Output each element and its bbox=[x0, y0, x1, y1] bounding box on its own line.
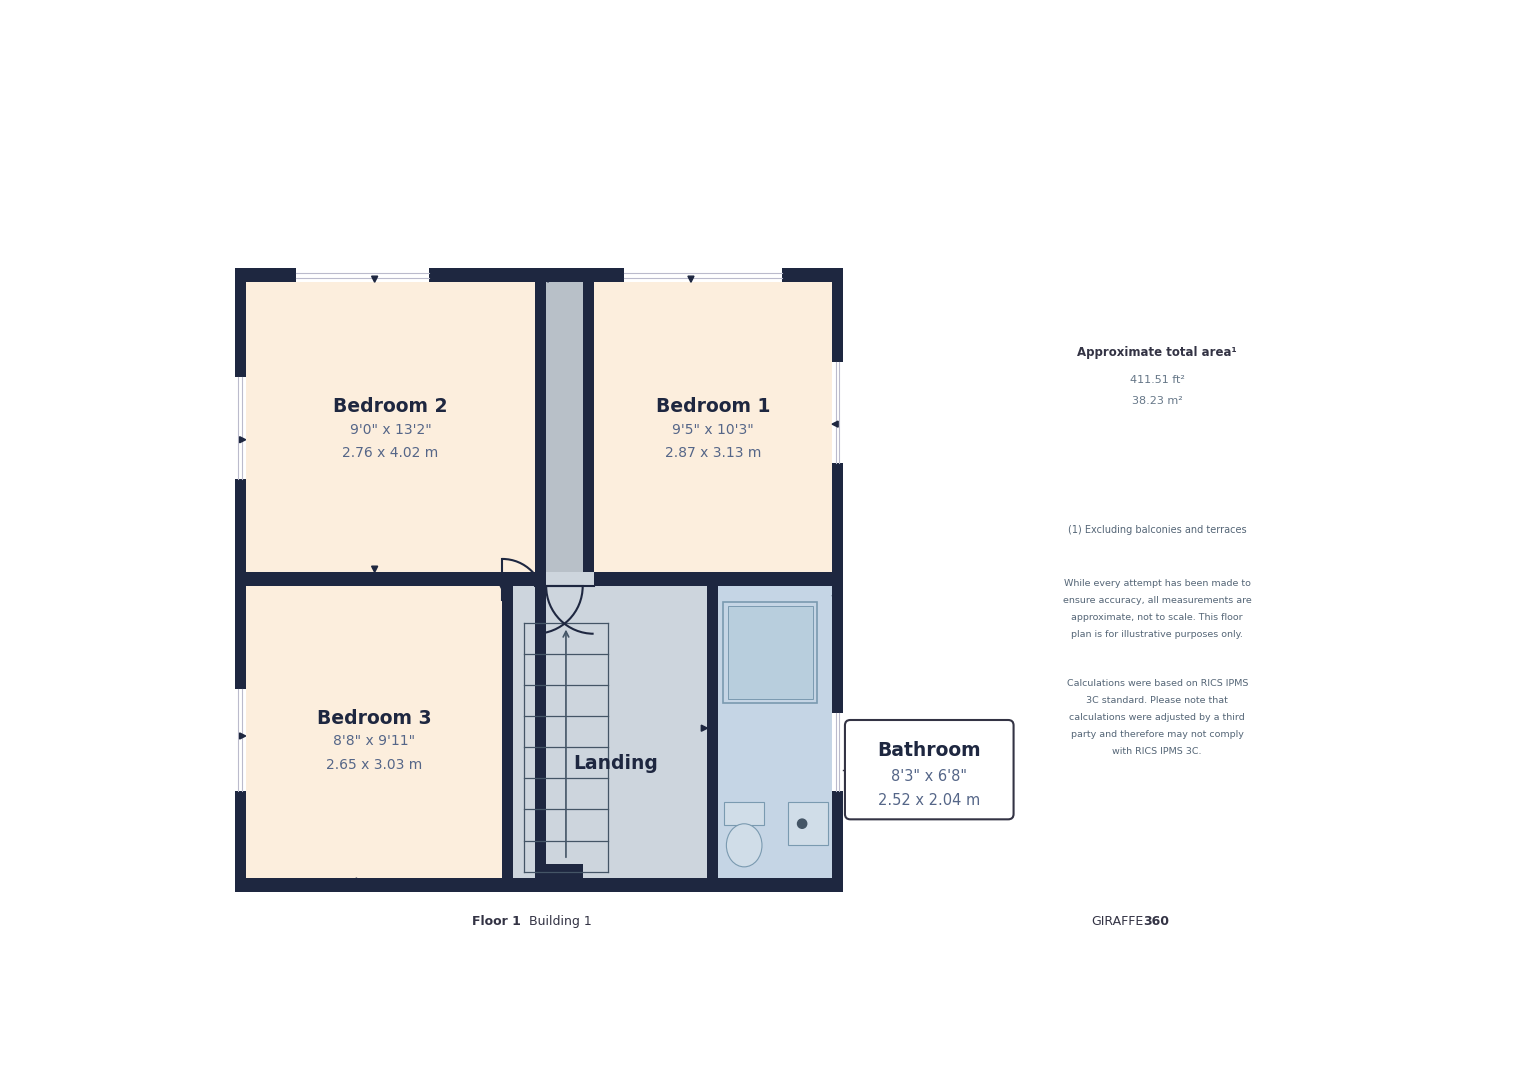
Text: (1) Excluding balconies and terraces: (1) Excluding balconies and terraces bbox=[1067, 525, 1246, 535]
Text: Bedroom 1: Bedroom 1 bbox=[655, 397, 770, 416]
Polygon shape bbox=[832, 421, 838, 428]
Bar bbox=[536, 282, 547, 572]
Bar bbox=[513, 572, 718, 878]
Bar bbox=[536, 572, 547, 878]
Bar bbox=[832, 713, 843, 791]
Text: 2.87 x 3.13 m: 2.87 x 3.13 m bbox=[664, 446, 760, 460]
Bar bbox=[625, 268, 782, 282]
FancyBboxPatch shape bbox=[844, 720, 1014, 820]
Polygon shape bbox=[371, 566, 377, 572]
Text: Approximate total area¹: Approximate total area¹ bbox=[1078, 347, 1237, 360]
Ellipse shape bbox=[727, 824, 762, 867]
Polygon shape bbox=[701, 725, 707, 731]
Text: 3C standard. Please note that: 3C standard. Please note that bbox=[1086, 697, 1228, 705]
Bar bbox=[594, 282, 832, 572]
Bar bbox=[235, 377, 246, 478]
Text: 2.52 x 2.04 m: 2.52 x 2.04 m bbox=[878, 793, 980, 808]
Text: Bathroom: Bathroom bbox=[878, 741, 980, 759]
Text: ensure accuracy, all measurements are: ensure accuracy, all measurements are bbox=[1063, 596, 1252, 605]
Circle shape bbox=[797, 819, 806, 828]
Bar bbox=[235, 689, 246, 791]
Polygon shape bbox=[832, 593, 838, 598]
Text: 9'0" x 13'2": 9'0" x 13'2" bbox=[350, 422, 431, 436]
Text: approximate, not to scale. This floor: approximate, not to scale. This floor bbox=[1072, 613, 1243, 622]
Bar bbox=[832, 362, 843, 463]
Text: with RICS IPMS 3C.: with RICS IPMS 3C. bbox=[1113, 747, 1202, 756]
Text: Bedroom 3: Bedroom 3 bbox=[316, 708, 431, 728]
Bar bbox=[594, 572, 832, 586]
Text: Calculations were based on RICS IPMS: Calculations were based on RICS IPMS bbox=[1066, 679, 1248, 689]
Text: Building 1: Building 1 bbox=[521, 915, 591, 928]
Bar bbox=[547, 864, 583, 878]
Text: 411.51 ft²: 411.51 ft² bbox=[1130, 375, 1185, 384]
Bar bbox=[246, 572, 547, 586]
Polygon shape bbox=[240, 593, 246, 598]
Bar bbox=[547, 282, 583, 572]
Text: 8'8" x 9'11": 8'8" x 9'11" bbox=[333, 734, 415, 748]
Text: 2.76 x 4.02 m: 2.76 x 4.02 m bbox=[342, 446, 438, 460]
Text: party and therefore may not comply: party and therefore may not comply bbox=[1070, 730, 1243, 740]
Polygon shape bbox=[240, 436, 246, 443]
Bar bbox=[502, 572, 513, 878]
Polygon shape bbox=[499, 584, 505, 590]
Bar bbox=[296, 268, 429, 282]
Text: 9'5" x 10'3": 9'5" x 10'3" bbox=[672, 422, 754, 436]
Polygon shape bbox=[545, 276, 551, 282]
Bar bbox=[246, 282, 547, 572]
Text: Floor 1: Floor 1 bbox=[472, 915, 521, 928]
Polygon shape bbox=[240, 733, 246, 739]
Text: Landing: Landing bbox=[574, 754, 658, 773]
Bar bbox=[724, 802, 764, 825]
Bar bbox=[788, 802, 828, 846]
Text: While every attempt has been made to: While every attempt has been made to bbox=[1064, 579, 1251, 589]
Polygon shape bbox=[689, 276, 693, 282]
Bar bbox=[707, 572, 718, 878]
Text: 38.23 m²: 38.23 m² bbox=[1132, 395, 1182, 406]
Text: calculations were adjusted by a third: calculations were adjusted by a third bbox=[1069, 714, 1245, 723]
Text: 8'3" x 6'8": 8'3" x 6'8" bbox=[892, 769, 967, 784]
Polygon shape bbox=[559, 878, 565, 883]
Text: Bedroom 2: Bedroom 2 bbox=[333, 397, 447, 416]
Polygon shape bbox=[502, 725, 508, 731]
Polygon shape bbox=[371, 276, 377, 282]
Bar bbox=[246, 586, 513, 878]
Bar bbox=[235, 268, 843, 892]
Bar bbox=[724, 602, 817, 703]
Text: 2.65 x 3.03 m: 2.65 x 3.03 m bbox=[325, 757, 421, 771]
Polygon shape bbox=[353, 878, 359, 883]
Bar bbox=[718, 586, 832, 878]
Text: GIRAFFE: GIRAFFE bbox=[1092, 915, 1144, 928]
Bar bbox=[583, 282, 594, 572]
Bar bbox=[728, 607, 812, 699]
Text: plan is for illustrative purposes only.: plan is for illustrative purposes only. bbox=[1072, 631, 1243, 639]
Text: 360: 360 bbox=[1144, 915, 1170, 928]
